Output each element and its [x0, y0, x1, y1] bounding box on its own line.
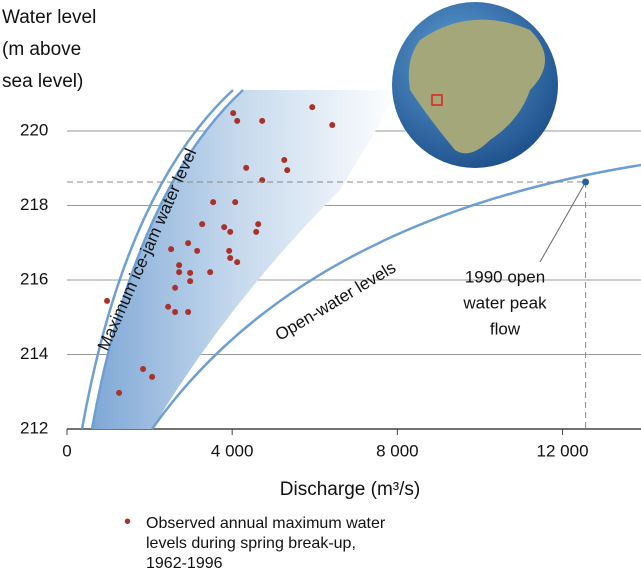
annotation-leader — [539, 181, 587, 263]
y-tick-label: 214 — [20, 344, 48, 363]
data-point — [165, 303, 172, 310]
y-tick-label: 216 — [20, 269, 48, 288]
data-point — [226, 247, 233, 254]
data-point — [309, 104, 316, 111]
data-point — [253, 228, 260, 235]
data-point — [243, 164, 250, 171]
curve-label: Open-water levels — [272, 258, 399, 345]
x-axis-title: Discharge (m³/s) — [280, 479, 420, 500]
data-point — [227, 255, 234, 262]
data-point — [255, 221, 262, 228]
data-point — [187, 269, 194, 276]
data-point — [116, 389, 123, 396]
y-tick-label: 212 — [20, 418, 48, 437]
y-axis-title: sea level) — [2, 71, 83, 92]
annotation-text: 1990 open — [465, 267, 545, 286]
data-point — [284, 167, 291, 174]
x-tick-label: 4 000 — [211, 441, 254, 460]
y-tick-label: 218 — [20, 195, 48, 214]
data-point — [140, 366, 147, 373]
data-point — [176, 262, 183, 269]
data-point — [329, 122, 336, 129]
globe-marker — [431, 94, 443, 106]
globe — [392, 2, 558, 168]
x-tick-label: 12 000 — [537, 441, 589, 460]
legend-text: Observed annual maximum water levels dur… — [146, 515, 386, 572]
ice-jam-curve — [80, 89, 234, 430]
y-axis-title: (m above — [2, 39, 81, 60]
x-tick-label: 0 — [62, 441, 71, 460]
data-point — [232, 199, 239, 206]
data-point — [194, 247, 201, 254]
y-tick-label: 220 — [20, 120, 48, 139]
data-point — [187, 278, 194, 285]
data-point — [104, 297, 111, 304]
data-point — [172, 309, 179, 316]
shaded-region — [92, 90, 400, 429]
ice-jam-curve — [90, 89, 244, 430]
data-point — [185, 309, 192, 316]
data-point — [227, 228, 234, 235]
data-point — [221, 224, 228, 231]
data-point — [185, 240, 192, 247]
legend: • Observed annual maximum water levels d… — [124, 512, 396, 574]
data-point — [149, 373, 156, 380]
data-point — [172, 284, 179, 291]
data-point — [230, 110, 237, 117]
data-point — [199, 221, 206, 228]
data-point — [281, 157, 288, 164]
data-point — [210, 199, 217, 206]
data-point — [259, 117, 266, 124]
x-tick-label: 8 000 — [376, 441, 419, 460]
annotation-text: flow — [490, 319, 521, 338]
data-point — [176, 269, 183, 276]
globe-land — [408, 19, 545, 154]
data-point — [168, 246, 175, 253]
data-point — [234, 117, 241, 124]
data-point — [234, 259, 241, 266]
annotation-text: water peak — [462, 293, 547, 312]
legend-marker: • — [124, 511, 132, 533]
y-axis-title: Water level — [2, 7, 96, 28]
open-water-curve — [150, 163, 641, 430]
annotation-point — [582, 178, 590, 186]
data-point — [207, 269, 214, 276]
